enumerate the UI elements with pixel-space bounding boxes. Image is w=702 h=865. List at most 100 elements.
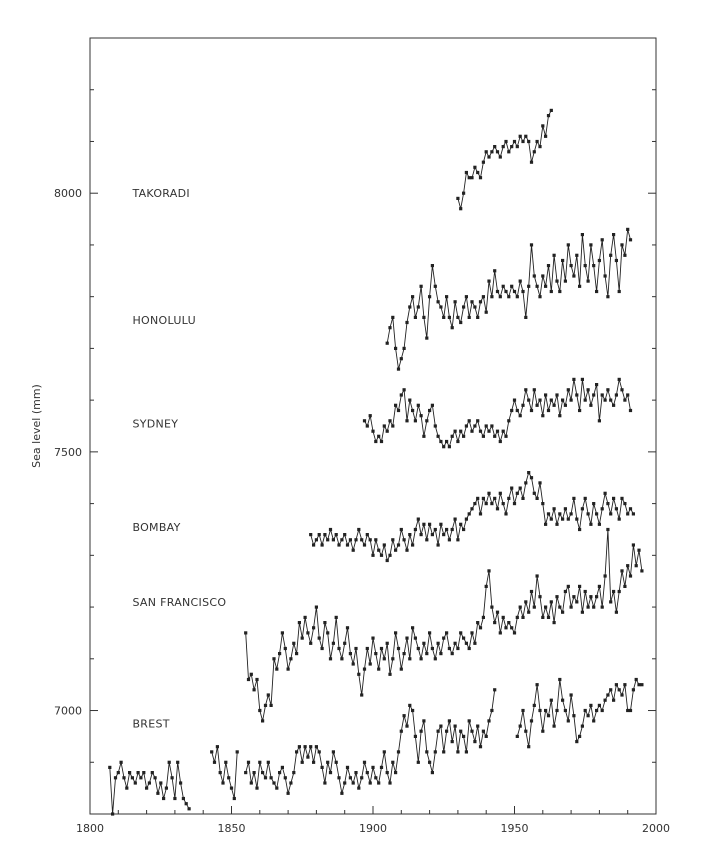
data-point <box>518 486 522 490</box>
data-point <box>345 626 350 630</box>
data-point <box>637 683 641 687</box>
data-point <box>442 315 446 319</box>
data-point <box>561 517 565 521</box>
data-point <box>544 134 548 138</box>
data-point <box>569 693 573 697</box>
data-point <box>490 150 494 154</box>
data-point <box>385 771 389 775</box>
data-point <box>470 507 474 511</box>
data-point <box>518 605 522 609</box>
data-point <box>521 708 525 713</box>
data-point <box>623 683 627 687</box>
data-point <box>535 574 539 578</box>
data-point <box>558 414 562 418</box>
data-point <box>549 698 553 702</box>
data-point <box>592 264 596 268</box>
data-point <box>354 771 358 775</box>
data-point <box>603 491 607 495</box>
data-point <box>360 693 364 697</box>
data-point <box>501 145 505 149</box>
data-point <box>416 305 420 309</box>
series-line <box>457 110 552 209</box>
data-point <box>558 512 562 516</box>
data-point <box>614 683 618 687</box>
data-point <box>391 315 395 319</box>
data-point <box>314 605 318 609</box>
data-point <box>504 626 508 630</box>
data-point <box>343 641 347 645</box>
data-point <box>589 522 593 526</box>
data-point <box>377 548 381 552</box>
data-point <box>365 646 369 651</box>
data-point <box>272 657 276 661</box>
data-point <box>340 791 344 795</box>
data-point <box>504 434 508 438</box>
data-point <box>413 636 417 640</box>
data-point <box>617 589 621 594</box>
data-point <box>309 745 313 749</box>
data-point <box>320 646 324 651</box>
data-point <box>362 419 367 423</box>
data-point <box>614 610 618 614</box>
data-point <box>583 264 587 268</box>
data-point <box>544 284 548 288</box>
data-point <box>501 615 505 619</box>
data-point <box>289 781 293 785</box>
data-point <box>578 284 582 288</box>
data-point <box>561 610 565 614</box>
data-point <box>484 424 488 428</box>
data-point <box>524 481 528 485</box>
data-point <box>173 796 177 801</box>
data-point <box>529 476 534 480</box>
data-point <box>493 434 497 438</box>
data-point <box>447 646 451 651</box>
data-point <box>512 139 517 144</box>
data-point <box>413 315 417 319</box>
data-point <box>507 150 511 154</box>
data-point <box>419 533 423 537</box>
data-point <box>473 740 477 744</box>
data-point <box>464 517 468 521</box>
data-point <box>445 729 449 733</box>
data-point <box>278 652 282 656</box>
data-point <box>108 765 112 769</box>
data-point <box>597 258 601 263</box>
data-point <box>606 295 610 299</box>
data-point <box>484 150 488 154</box>
station-label: SYDNEY <box>132 417 178 430</box>
data-point <box>388 419 392 423</box>
data-point <box>280 631 284 635</box>
data-point <box>263 703 268 707</box>
data-point <box>442 445 446 449</box>
data-point <box>456 439 460 444</box>
data-point <box>481 729 485 733</box>
data-point <box>351 781 355 785</box>
data-point <box>586 605 590 609</box>
data-point <box>258 708 262 713</box>
data-point <box>597 522 601 526</box>
data-point <box>261 771 265 775</box>
series-honolulu <box>385 227 633 371</box>
data-point <box>309 533 313 537</box>
data-point <box>266 760 270 764</box>
data-point <box>317 750 321 754</box>
data-point <box>292 771 296 775</box>
data-point <box>566 388 570 392</box>
data-point <box>323 621 327 625</box>
data-point <box>170 776 174 780</box>
data-point <box>478 429 483 433</box>
data-point <box>487 429 491 433</box>
data-point <box>524 315 528 319</box>
data-point <box>595 512 599 516</box>
data-point <box>464 641 468 645</box>
data-point <box>365 771 369 775</box>
data-point <box>535 683 539 687</box>
data-point <box>487 155 491 159</box>
data-point <box>334 533 338 537</box>
data-point <box>592 393 596 397</box>
data-point <box>436 641 440 645</box>
data-point <box>490 424 494 428</box>
data-point <box>326 760 330 764</box>
data-point <box>504 139 508 144</box>
